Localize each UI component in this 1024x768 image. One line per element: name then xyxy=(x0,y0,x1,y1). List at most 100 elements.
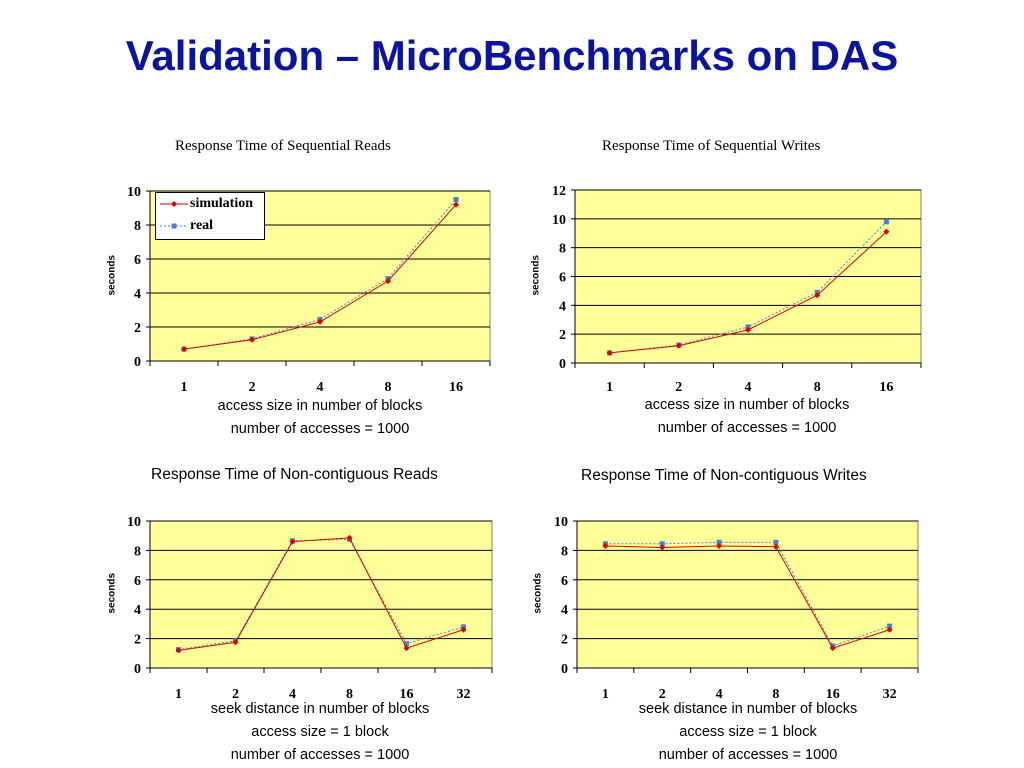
data-point-real xyxy=(607,350,613,356)
chart-caption-line: number of accesses = 1000 xyxy=(230,421,410,437)
data-point-real xyxy=(461,624,466,630)
data-point-real xyxy=(773,539,779,545)
data-point-simulation xyxy=(317,318,323,325)
x-tick-label: 1 xyxy=(181,380,188,395)
plot-background xyxy=(574,189,922,364)
y-tick-label: 4 xyxy=(134,287,141,302)
y-tick-label: 6 xyxy=(559,271,566,286)
x-axis-label: seek distance in number of blocks xyxy=(210,701,430,717)
x-axis-label: seek distance in number of blocks xyxy=(638,701,858,717)
data-point-simulation xyxy=(675,342,682,349)
x-tick-label: 4 xyxy=(317,380,324,395)
data-point-simulation xyxy=(175,647,182,654)
x-tick-label: 16 xyxy=(449,380,463,395)
data-point-simulation xyxy=(460,626,467,633)
data-point-simulation xyxy=(606,349,613,356)
y-tick-label: 4 xyxy=(561,603,568,618)
data-point-real xyxy=(716,539,722,545)
data-point-simulation xyxy=(346,534,353,541)
data-point-simulation xyxy=(772,543,779,550)
y-tick-label: 8 xyxy=(134,544,141,559)
y-tick-label: 8 xyxy=(134,219,141,234)
legend: simulation real xyxy=(155,192,265,240)
series-line-simulation xyxy=(609,231,887,354)
y-tick-label: 6 xyxy=(561,574,568,589)
y-tick-label: 2 xyxy=(134,321,141,336)
x-tick-label: 8 xyxy=(814,380,821,395)
y-axis-label: seconds xyxy=(106,572,118,614)
legend-item-real: real xyxy=(156,215,264,237)
data-point-simulation xyxy=(181,346,187,353)
x-tick-label: 4 xyxy=(745,380,752,395)
y-tick-label: 0 xyxy=(559,357,566,372)
series-line-real xyxy=(183,199,457,350)
chart-caption-line: access size = 1 block xyxy=(679,724,817,740)
data-point-simulation xyxy=(602,542,609,549)
data-point-real xyxy=(453,197,459,202)
x-tick-label: 2 xyxy=(249,380,256,395)
chart-title: Response Time of Non-contiguous Reads xyxy=(151,466,438,483)
data-point-real xyxy=(404,641,409,647)
series-line-simulation xyxy=(183,204,457,350)
x-tick-label: 1 xyxy=(602,687,609,702)
data-point-simulation xyxy=(232,639,239,646)
plot-background xyxy=(576,520,919,669)
y-axis-label: seconds xyxy=(530,254,542,296)
data-point-real xyxy=(290,538,295,544)
x-tick-label: 1 xyxy=(175,687,182,702)
x-tick-label: 32 xyxy=(883,687,897,702)
y-axis-label: seconds xyxy=(532,572,544,614)
data-point-real xyxy=(233,638,238,644)
data-point-simulation xyxy=(453,201,459,208)
data-point-real xyxy=(814,289,820,295)
data-point-simulation xyxy=(716,542,723,549)
data-point-real xyxy=(181,346,187,352)
y-tick-label: 2 xyxy=(559,328,566,343)
x-tick-label: 16 xyxy=(879,380,893,395)
x-tick-label: 8 xyxy=(385,380,392,395)
chart-caption-line: access size = 1 block xyxy=(251,724,389,740)
x-tick-label: 1 xyxy=(606,380,613,395)
y-tick-label: 10 xyxy=(127,515,141,530)
y-tick-label: 2 xyxy=(561,633,568,648)
x-tick-label: 4 xyxy=(289,687,296,702)
data-point-simulation xyxy=(403,645,410,652)
chart-title: Response Time of Non-contiguous Writes xyxy=(581,467,867,484)
data-point-simulation xyxy=(385,278,391,285)
data-point-real xyxy=(676,342,682,348)
slide-title: Validation – MicroBenchmarks on DAS xyxy=(125,32,899,79)
series-line-simulation xyxy=(178,537,464,651)
data-point-real xyxy=(176,647,181,653)
data-point-simulation xyxy=(886,626,893,633)
y-tick-label: 8 xyxy=(559,242,566,257)
x-tick-label: 2 xyxy=(675,380,682,395)
chart-title: Response Time of Sequential Writes xyxy=(602,138,821,154)
y-tick-label: 12 xyxy=(552,184,566,199)
y-axis-label: seconds xyxy=(106,254,118,296)
series-line-real xyxy=(178,538,464,651)
chart-caption-line: number of accesses = 1000 xyxy=(657,420,837,436)
data-point-simulation xyxy=(814,292,821,299)
data-point-simulation xyxy=(659,544,666,551)
x-axis-label: access size in number of blocks xyxy=(644,397,850,413)
x-tick-label: 16 xyxy=(826,687,840,702)
y-tick-label: 10 xyxy=(552,213,566,228)
y-tick-label: 6 xyxy=(134,574,141,589)
y-tick-label: 4 xyxy=(134,603,141,618)
chart-caption-line: number of accesses = 1000 xyxy=(230,747,410,763)
y-tick-label: 8 xyxy=(561,544,568,559)
legend-label-real: real xyxy=(190,218,214,233)
y-tick-label: 10 xyxy=(127,185,141,200)
data-point-real xyxy=(347,536,352,542)
data-point-real xyxy=(249,336,255,342)
x-tick-label: 16 xyxy=(400,687,414,702)
series-line-real xyxy=(605,541,890,647)
